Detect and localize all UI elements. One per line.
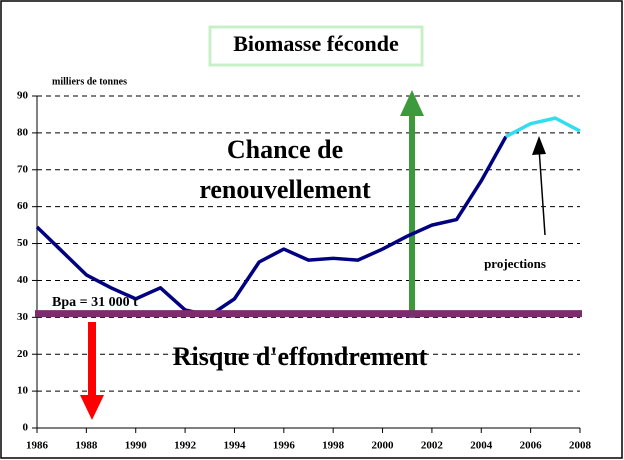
x-tick-label: 2002 [421, 440, 444, 452]
y-tick-label: 10 [17, 385, 29, 397]
y-tick-label: 20 [17, 348, 29, 360]
y-tick-label: 90 [17, 90, 29, 102]
x-tick-label: 1998 [322, 440, 345, 452]
series-line [35, 135, 508, 318]
annotation: projections [484, 256, 546, 271]
y-tick-label: 70 [17, 163, 29, 175]
risk-arrow [80, 322, 104, 420]
annotation: Risque d'effondrement [173, 342, 428, 371]
grid: 0 10 20 30 40 50 60 70 80 90 1986 1988 1990 1992 1994 1… [17, 90, 592, 452]
y-tick-label: 40 [17, 274, 29, 286]
y-tick-label: 50 [17, 237, 29, 249]
annotation: Chance de [227, 135, 343, 164]
series-line [505, 116, 581, 139]
chance-arrow [400, 90, 424, 318]
x-tick-label: 2008 [569, 440, 592, 452]
y-tick-label: 60 [17, 200, 29, 212]
x-tick-label: 2006 [520, 440, 543, 452]
projection-arrow-line [538, 147, 546, 236]
x-tick-label: 1986 [26, 440, 49, 452]
chart-title: Biomasse féconde [233, 31, 399, 56]
title-box [208, 25, 424, 67]
x-tick-label: 1992 [174, 440, 197, 452]
y-tick-label: 30 [17, 311, 29, 323]
x-tick-label: 2004 [470, 440, 493, 452]
y-axis-label: milliers de tonnes [52, 76, 127, 87]
x-tick-label: 1994 [223, 440, 246, 452]
x-tick-label: 2000 [372, 440, 395, 452]
y-tick-label: 0 [23, 422, 29, 434]
annotation: renouvellement [199, 175, 371, 204]
reference-label: Bpa = 31 000 t [52, 295, 138, 310]
plot [35, 116, 581, 318]
x-tick-label: 1988 [75, 440, 98, 452]
x-tick-label: 1996 [273, 440, 296, 452]
projection-arrow-head [532, 136, 546, 155]
x-tick-label: 1990 [125, 440, 148, 452]
y-tick-label: 80 [17, 126, 29, 138]
